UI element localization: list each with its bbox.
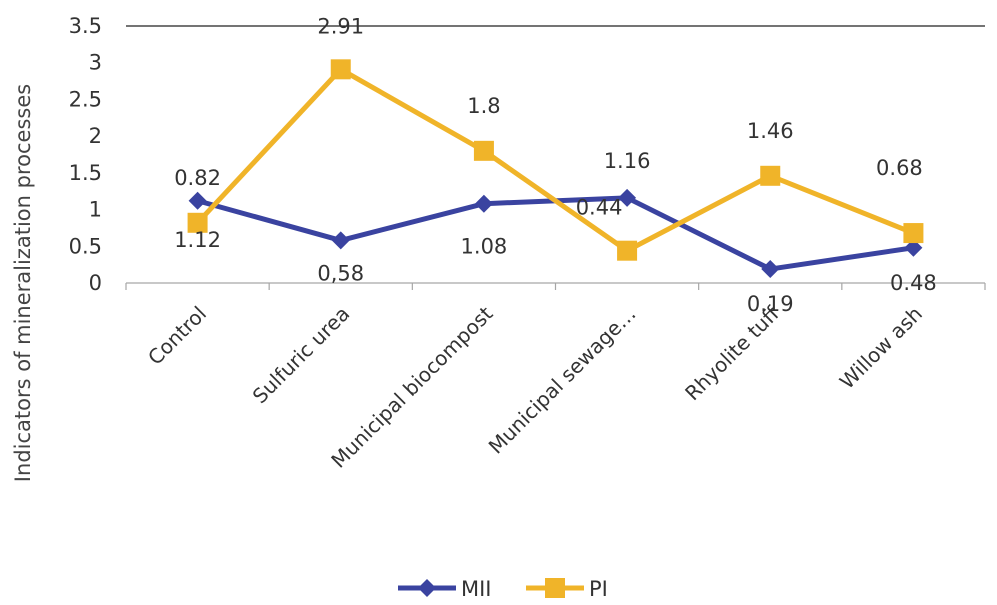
data-label-pi: 0.82 (174, 166, 221, 190)
data-label-mii: 1.12 (174, 228, 221, 252)
data-label-mii: 1.08 (461, 235, 508, 259)
y-tick-label: 0.5 (69, 234, 102, 258)
legend: MII PI (398, 577, 608, 601)
y-axis-label: Indicators of mineralization processes (11, 84, 35, 482)
point-pi (617, 240, 638, 261)
point-pi (903, 223, 924, 244)
point-pi (330, 59, 351, 80)
y-tick-label: 2.5 (69, 87, 102, 111)
data-label-pi: 0.44 (576, 196, 623, 220)
legend-item-mii: MII (398, 577, 492, 601)
x-category-label: Control (143, 302, 211, 370)
x-category-label: Rhyolite tuff (680, 301, 784, 405)
data-labels-layer: 1.12 0,58 1.08 1.16 0.19 0.48 0.82 2.91 1.8 0.44 1… (174, 14, 937, 316)
legend-item-pi: PI (526, 577, 608, 601)
x-category-label: Municipal biocompost (326, 301, 497, 472)
legend-label-mii: MII (461, 577, 492, 601)
data-label-pi: 1.46 (747, 119, 794, 143)
point-pi (473, 140, 494, 161)
y-axis-ticks: 0 0.5 1 1.5 2 2.5 3 3.5 (69, 14, 102, 295)
data-label-pi: 2.91 (317, 14, 364, 38)
x-category-label: Municipal sewage… (484, 302, 641, 459)
point-mii (188, 191, 207, 210)
point-mii (904, 238, 923, 257)
y-tick-label: 1 (89, 198, 102, 222)
point-mii (618, 188, 637, 207)
data-label-mii: 0.19 (747, 292, 794, 316)
point-pi (187, 212, 208, 233)
data-label-pi: 1.8 (467, 94, 500, 118)
legend-label-pi: PI (589, 577, 608, 601)
data-label-pi: 0.68 (876, 156, 923, 180)
point-pi (760, 165, 781, 186)
y-tick-label: 2 (89, 124, 102, 148)
y-tick-label: 1.5 (69, 161, 102, 185)
series-line-pi (195, 66, 915, 254)
x-category-label: Willow ash (835, 302, 927, 394)
legend-marker-pi (545, 578, 565, 598)
legend-marker-mii (418, 579, 436, 597)
y-tick-label: 3.5 (69, 14, 102, 38)
series-pi (187, 59, 924, 261)
data-label-mii: 0.48 (890, 271, 937, 295)
x-axis-tick-marks (125, 283, 986, 290)
data-label-mii: 0,58 (317, 261, 364, 285)
point-mii (331, 231, 350, 250)
y-tick-label: 3 (89, 51, 102, 75)
y-tick-label: 0 (89, 271, 102, 295)
x-category-label: Sulfuric urea (248, 302, 355, 409)
data-label-mii: 1.16 (604, 149, 651, 173)
point-mii (761, 260, 780, 279)
series-line-mii (196, 195, 914, 272)
series-layer (187, 59, 924, 279)
point-mii (474, 194, 493, 213)
